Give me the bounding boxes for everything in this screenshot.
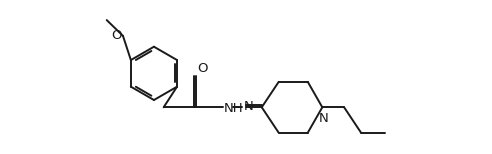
Text: N: N	[244, 100, 253, 113]
Text: N: N	[319, 112, 328, 125]
Text: O: O	[197, 62, 208, 75]
Text: O: O	[111, 29, 122, 42]
Text: NH: NH	[224, 102, 244, 115]
